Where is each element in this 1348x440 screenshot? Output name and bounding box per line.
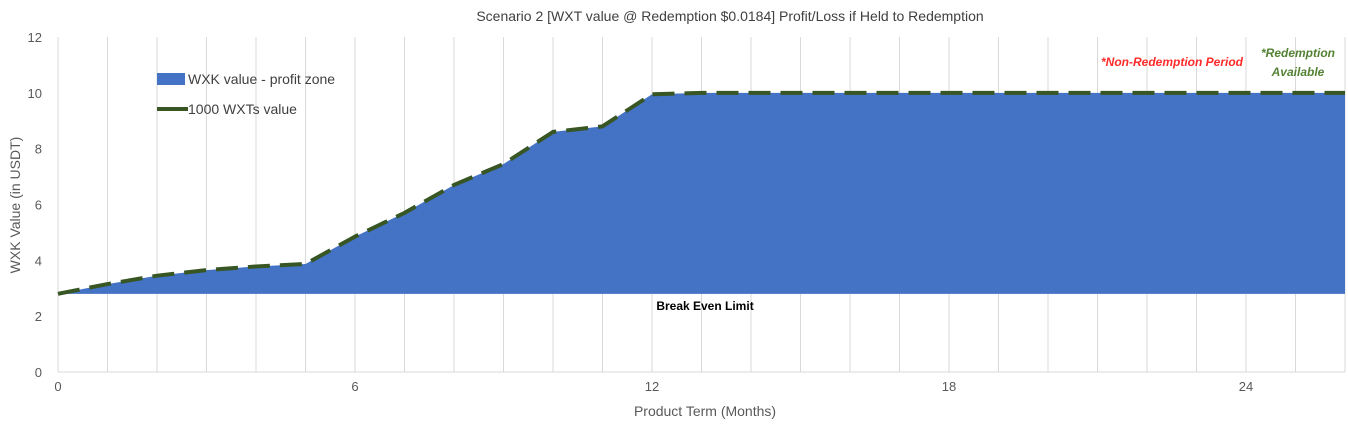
break-even-label: Break Even Limit: [656, 299, 753, 313]
x-tick-label: 12: [645, 379, 659, 394]
area-layer: [58, 92, 1345, 294]
x-tick-label: 24: [1239, 379, 1253, 394]
x-axis-title: Product Term (Months): [634, 403, 776, 419]
series-line-wxt-value: [57, 90, 1345, 296]
y-axis-title: WXK Value (in USDT): [7, 137, 23, 274]
redemption-label-line2: Available: [1271, 65, 1325, 79]
x-tick-label: 0: [54, 379, 61, 394]
legend-swatch-profit-zone: [157, 73, 185, 85]
y-tick-label: 4: [35, 253, 42, 268]
x-tick-label: 6: [351, 379, 358, 394]
non-redemption-label: *Non-Redemption Period: [1101, 55, 1244, 69]
y-tick-label: 0: [35, 365, 42, 380]
legend: WXK value - profit zone 1000 WXTs value: [157, 71, 335, 117]
line-layer: [57, 90, 1345, 296]
y-tick-label: 6: [35, 198, 42, 213]
x-tick-label: 18: [942, 379, 956, 394]
legend-label-wxt-value: 1000 WXTs value: [188, 101, 297, 117]
y-tick-label: 8: [35, 142, 42, 157]
redemption-label-line1: *Redemption: [1261, 46, 1335, 60]
y-tick-label: 10: [28, 86, 42, 101]
y-tick-label: 2: [35, 309, 42, 324]
series-area-profit-zone: [58, 92, 1345, 294]
y-tick-label: 12: [28, 30, 42, 45]
legend-label-profit-zone: WXK value - profit zone: [188, 71, 335, 87]
chart-title: Scenario 2 [WXT value @ Redemption $0.01…: [476, 8, 983, 24]
